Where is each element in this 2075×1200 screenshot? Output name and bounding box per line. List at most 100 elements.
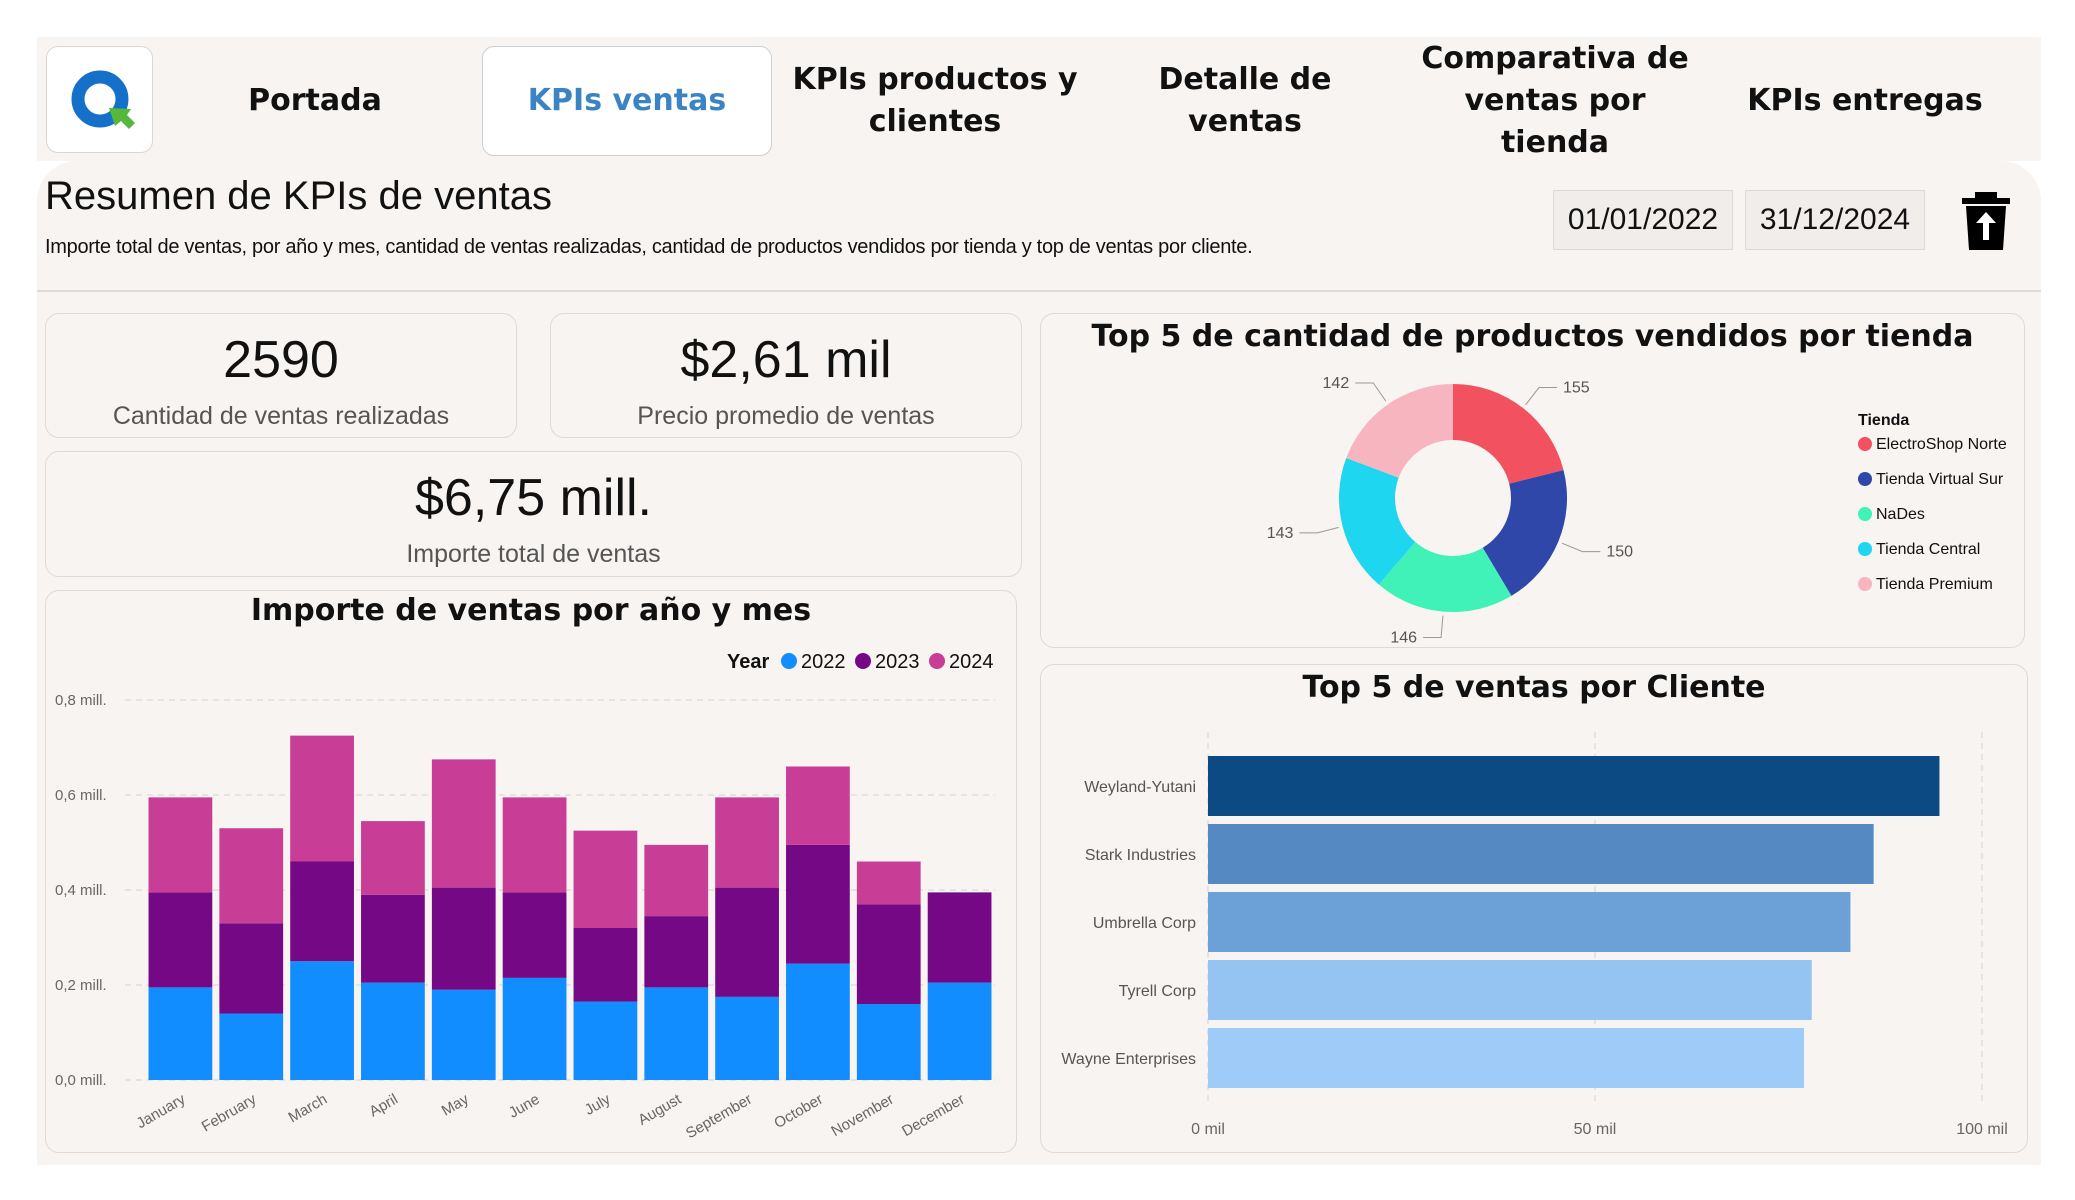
data-label: 150 <box>1606 544 1633 561</box>
kpi-value: $6,75 mill. <box>415 469 652 527</box>
bar-segment-2022-july[interactable] <box>573 1001 638 1080</box>
bar-segment-2022-august[interactable] <box>644 987 709 1080</box>
bar-segment-2023-october[interactable] <box>786 844 850 964</box>
bar-segment-2024-february[interactable] <box>219 828 284 924</box>
bar-segment-2023-september[interactable] <box>715 887 779 997</box>
bar-segment-2024-june[interactable] <box>502 797 567 893</box>
client-bar-umbrella-corp[interactable] <box>1208 892 1851 952</box>
kpi-label: Precio promedio de ventas <box>637 402 935 430</box>
x-tick-label: June <box>506 1091 543 1122</box>
app-logo[interactable] <box>46 46 153 153</box>
x-tick-label: September <box>683 1091 755 1142</box>
y-tick-label: Umbrella Corp <box>1093 915 1196 932</box>
bar-segment-2024-march[interactable] <box>290 735 354 862</box>
client-bar-stark-industries[interactable] <box>1208 824 1874 884</box>
bar-segment-2023-january[interactable] <box>148 892 213 988</box>
bar-segment-2022-may[interactable] <box>431 989 496 1080</box>
bar-segment-2023-april[interactable] <box>361 894 425 983</box>
bar-segment-2024-may[interactable] <box>431 759 496 888</box>
legend-label[interactable]: 2024 <box>949 651 994 673</box>
y-tick-label: 0,2 mill. <box>55 977 107 994</box>
tab-kpis-ventas[interactable]: KPIs ventas <box>482 46 772 156</box>
nav-bar <box>37 37 2041 161</box>
bar-segment-2022-december[interactable] <box>927 982 992 1080</box>
legend-label[interactable]: ElectroShop Norte <box>1876 436 2007 453</box>
tab-detalle-ventas[interactable]: Detalle de ventas <box>1158 62 1332 139</box>
bar-segment-2022-january[interactable] <box>148 987 213 1080</box>
tab-kpis-productos-clientes[interactable]: KPIs productos y clientes <box>792 62 1078 139</box>
x-tick-label: 50 mil <box>1574 1121 1617 1138</box>
bar-segment-2024-january[interactable] <box>148 797 213 893</box>
legend-label[interactable]: NaDes <box>1876 506 1925 523</box>
header-divider <box>37 290 2041 292</box>
bar-segment-2023-november[interactable] <box>856 904 921 1004</box>
bar-segment-2023-december[interactable] <box>927 892 992 983</box>
bar-segment-2024-september[interactable] <box>715 797 779 888</box>
client-bar-weyland-yutani[interactable] <box>1208 756 1940 816</box>
legend-marker <box>1858 542 1872 556</box>
bar-segment-2023-august[interactable] <box>644 916 709 988</box>
donut-slice-electroshop-norte[interactable] <box>1453 384 1564 484</box>
bar-segment-2022-june[interactable] <box>502 977 567 1080</box>
bar-segment-2022-february[interactable] <box>219 1013 284 1081</box>
legend-label[interactable]: 2022 <box>801 651 846 673</box>
bar-segment-2024-november[interactable] <box>856 861 921 905</box>
data-label: 146 <box>1390 629 1417 646</box>
bar-segment-2024-april[interactable] <box>361 821 425 895</box>
leader-line <box>1561 542 1601 553</box>
kpi-label: Importe total de ventas <box>406 540 661 568</box>
data-label: 142 <box>1323 375 1350 392</box>
legend-title: Tienda <box>1858 412 1909 429</box>
tab-comparativa-tienda[interactable]: Comparativa de ventas por tienda <box>1421 41 1689 160</box>
leader-line <box>1355 382 1387 402</box>
legend-marker <box>1858 437 1872 451</box>
y-tick-label: 0,4 mill. <box>55 882 107 899</box>
legend-label[interactable]: 2023 <box>875 651 920 673</box>
donut-slice-tienda-premium[interactable] <box>1346 384 1453 478</box>
bar-segment-2023-may[interactable] <box>431 887 496 990</box>
donut-slice-tienda-virtual-sur[interactable] <box>1482 470 1567 596</box>
x-tick-label: December <box>899 1091 967 1140</box>
x-tick-label: 100 mil <box>1956 1121 2008 1138</box>
bar-segment-2023-june[interactable] <box>502 892 567 978</box>
x-tick-label: March <box>285 1091 330 1127</box>
y-tick-label: Tyrell Corp <box>1119 983 1196 1000</box>
products-by-store-chart: 155 150 146 143 142 Tienda ElectroShop Norte Ti… <box>1267 375 2007 647</box>
bar-segment-2023-july[interactable] <box>573 928 638 1002</box>
donut-slice-tienda-central[interactable] <box>1339 457 1416 585</box>
sales-by-month-chart: 0,0 mill. 0,2 mill. 0,4 mill. 0,6 mill. 0,8 … <box>55 651 995 1142</box>
legend-label[interactable]: Tienda Premium <box>1876 576 1993 593</box>
y-tick-label: Wayne Enterprises <box>1061 1051 1196 1068</box>
bar-segment-2022-november[interactable] <box>856 1004 921 1080</box>
tab-kpis-entregas[interactable]: KPIs entregas <box>1747 83 1983 118</box>
date-from-field[interactable]: 01/01/2022 <box>1553 190 1733 250</box>
bar-segment-2023-march[interactable] <box>290 861 354 962</box>
bar-segment-2022-april[interactable] <box>361 982 425 1080</box>
y-tick-label: 0,8 mill. <box>55 692 107 709</box>
tab-portada[interactable]: Portada <box>248 83 382 118</box>
bar-segment-2022-september[interactable] <box>715 996 779 1080</box>
bar-segment-2024-july[interactable] <box>573 830 638 928</box>
bar-segment-2024-august[interactable] <box>644 844 709 917</box>
bar-segment-2024-october[interactable] <box>786 766 850 845</box>
x-tick-label: November <box>828 1091 896 1140</box>
kpi-value: 2590 <box>223 331 339 389</box>
client-bar-tyrell-corp[interactable] <box>1208 960 1812 1020</box>
y-tick-label: Weyland-Yutani <box>1084 779 1196 796</box>
donut-slice-nades[interactable] <box>1378 542 1512 612</box>
legend-label[interactable]: Tienda Virtual Sur <box>1876 471 2004 488</box>
data-label: 155 <box>1563 380 1590 397</box>
x-tick-label: January <box>134 1090 189 1132</box>
bar-segment-2022-october[interactable] <box>786 963 850 1080</box>
client-bar-wayne-enterprises[interactable] <box>1208 1028 1804 1088</box>
chart-title: Importe de ventas por año y mes <box>250 593 812 628</box>
page-title: Resumen de KPIs de ventas <box>45 174 552 218</box>
logo-icon <box>71 70 135 129</box>
legend-marker <box>1858 577 1872 591</box>
bar-segment-2023-february[interactable] <box>219 923 284 1014</box>
y-tick-label: 0,6 mill. <box>55 787 107 804</box>
clear-filters-button[interactable] <box>1958 190 2014 252</box>
legend-label[interactable]: Tienda Central <box>1876 541 1980 558</box>
bar-segment-2022-march[interactable] <box>290 961 354 1080</box>
date-to-field[interactable]: 31/12/2024 <box>1745 190 1925 250</box>
